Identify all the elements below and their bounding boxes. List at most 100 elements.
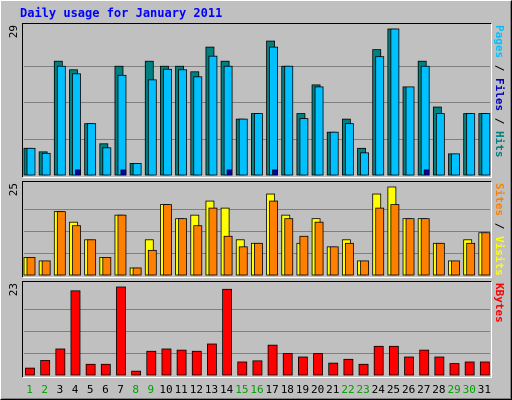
bar-sites <box>223 235 233 276</box>
bar-sites <box>269 200 278 276</box>
bar-kbytes <box>282 353 293 376</box>
panel-visits-sites: 25 Sites / Visits <box>7 181 506 278</box>
bar-kbytes <box>55 348 66 376</box>
bar-files <box>269 46 278 176</box>
bar-files <box>284 65 294 176</box>
bar-kbytes <box>434 356 445 376</box>
panel-kbytes: 23 KBytes <box>7 281 506 378</box>
legend-separator: / <box>493 111 506 131</box>
bar-sites <box>299 235 309 276</box>
bar-kbytes <box>419 349 430 376</box>
legend-entry-sites: Sites <box>493 183 506 216</box>
bar-files <box>41 152 51 176</box>
bar-sites <box>41 260 51 276</box>
bar-files <box>208 55 218 176</box>
x-tick-label: 24 <box>372 383 386 396</box>
plot-border-top <box>22 181 492 278</box>
bar-kbytes <box>131 370 142 376</box>
bar-sites <box>466 242 476 276</box>
bar-pages <box>75 169 81 176</box>
bar-files <box>26 147 36 176</box>
x-tick-label: 15 <box>235 383 248 396</box>
y-max-label: 23 <box>7 283 20 296</box>
legend-separator: / <box>493 58 506 78</box>
x-tick-label: 7 <box>117 383 124 396</box>
legend-entry-kbytes: KBytes <box>493 283 506 323</box>
bar-pages <box>226 169 233 176</box>
x-tick-label: 1 <box>26 383 33 396</box>
bar-sites <box>163 204 172 276</box>
bar-sites <box>56 211 66 276</box>
legend-entry-files: Files <box>493 78 506 111</box>
x-tick-label: 3 <box>57 383 64 396</box>
x-tick-label: 29 <box>447 383 460 396</box>
bar-kbytes <box>464 361 475 376</box>
bar-kbytes <box>267 344 278 376</box>
bar-kbytes <box>328 362 339 376</box>
bar-sites <box>87 239 97 276</box>
x-tick-label: 6 <box>102 383 109 396</box>
bar-files <box>102 147 112 176</box>
x-tick-label: 17 <box>266 383 279 396</box>
x-tick-label: 9 <box>148 383 155 396</box>
bar-files <box>238 118 248 176</box>
x-tick-label: 8 <box>132 383 139 396</box>
bar-kbytes <box>176 349 187 376</box>
legend-entry-hits: Hits <box>493 131 506 158</box>
plot-border-bottom <box>22 281 492 378</box>
bar-kbytes <box>70 290 81 376</box>
x-tick-label: 5 <box>87 383 94 396</box>
bar-kbytes <box>358 363 369 376</box>
bar-files <box>451 153 460 176</box>
x-tick-label: 2 <box>41 383 48 396</box>
x-tick-label: 16 <box>250 383 263 396</box>
x-tick-label: 12 <box>190 383 203 396</box>
bar-kbytes <box>298 356 308 376</box>
bar-files <box>147 79 157 176</box>
plot-border-bottom <box>22 181 492 278</box>
bar-kbytes <box>404 356 414 376</box>
x-tick-label: 26 <box>402 383 415 396</box>
x-tick-label: 19 <box>296 383 309 396</box>
x-tick-label: 4 <box>72 383 79 396</box>
bar-pages <box>423 169 430 176</box>
bar-kbytes <box>207 343 217 376</box>
bar-kbytes <box>388 345 399 376</box>
bar-files <box>178 69 188 176</box>
plot-border-bottom <box>22 23 492 178</box>
x-tick-label: 18 <box>281 383 294 396</box>
bar-sites <box>208 207 218 276</box>
bar-kbytes <box>479 361 490 376</box>
x-tick-label: 13 <box>205 383 218 396</box>
legend-kbytes: KBytes <box>493 283 506 323</box>
x-tick-label: 30 <box>463 383 476 396</box>
legend-entry-pages: Pages <box>493 25 506 58</box>
x-tick-label: 23 <box>357 383 370 396</box>
legend-entry-visits: Visits <box>493 236 506 276</box>
bar-sites <box>238 246 248 276</box>
bar-sites <box>360 260 369 276</box>
y-max-label: 29 <box>7 25 20 38</box>
x-tick-label: 27 <box>417 383 430 396</box>
bar-sites <box>375 207 385 276</box>
bar-sites <box>314 221 324 276</box>
plot-border-top <box>22 281 492 378</box>
bar-kbytes <box>237 361 248 376</box>
legend-visits-sites: Sites / Visits <box>493 183 506 276</box>
bar-sites <box>102 256 112 276</box>
bar-pages <box>272 169 278 176</box>
bar-files <box>420 65 430 176</box>
bar-files <box>466 113 476 176</box>
bar-files <box>87 123 97 176</box>
bar-sites <box>329 246 339 276</box>
bar-sites <box>26 256 36 276</box>
bar-sites <box>254 242 263 276</box>
bar-files <box>193 76 203 176</box>
bar-files <box>254 113 263 176</box>
bar-kbytes <box>116 286 126 376</box>
bar-sites <box>147 249 157 276</box>
x-tick-label: 14 <box>220 383 234 396</box>
